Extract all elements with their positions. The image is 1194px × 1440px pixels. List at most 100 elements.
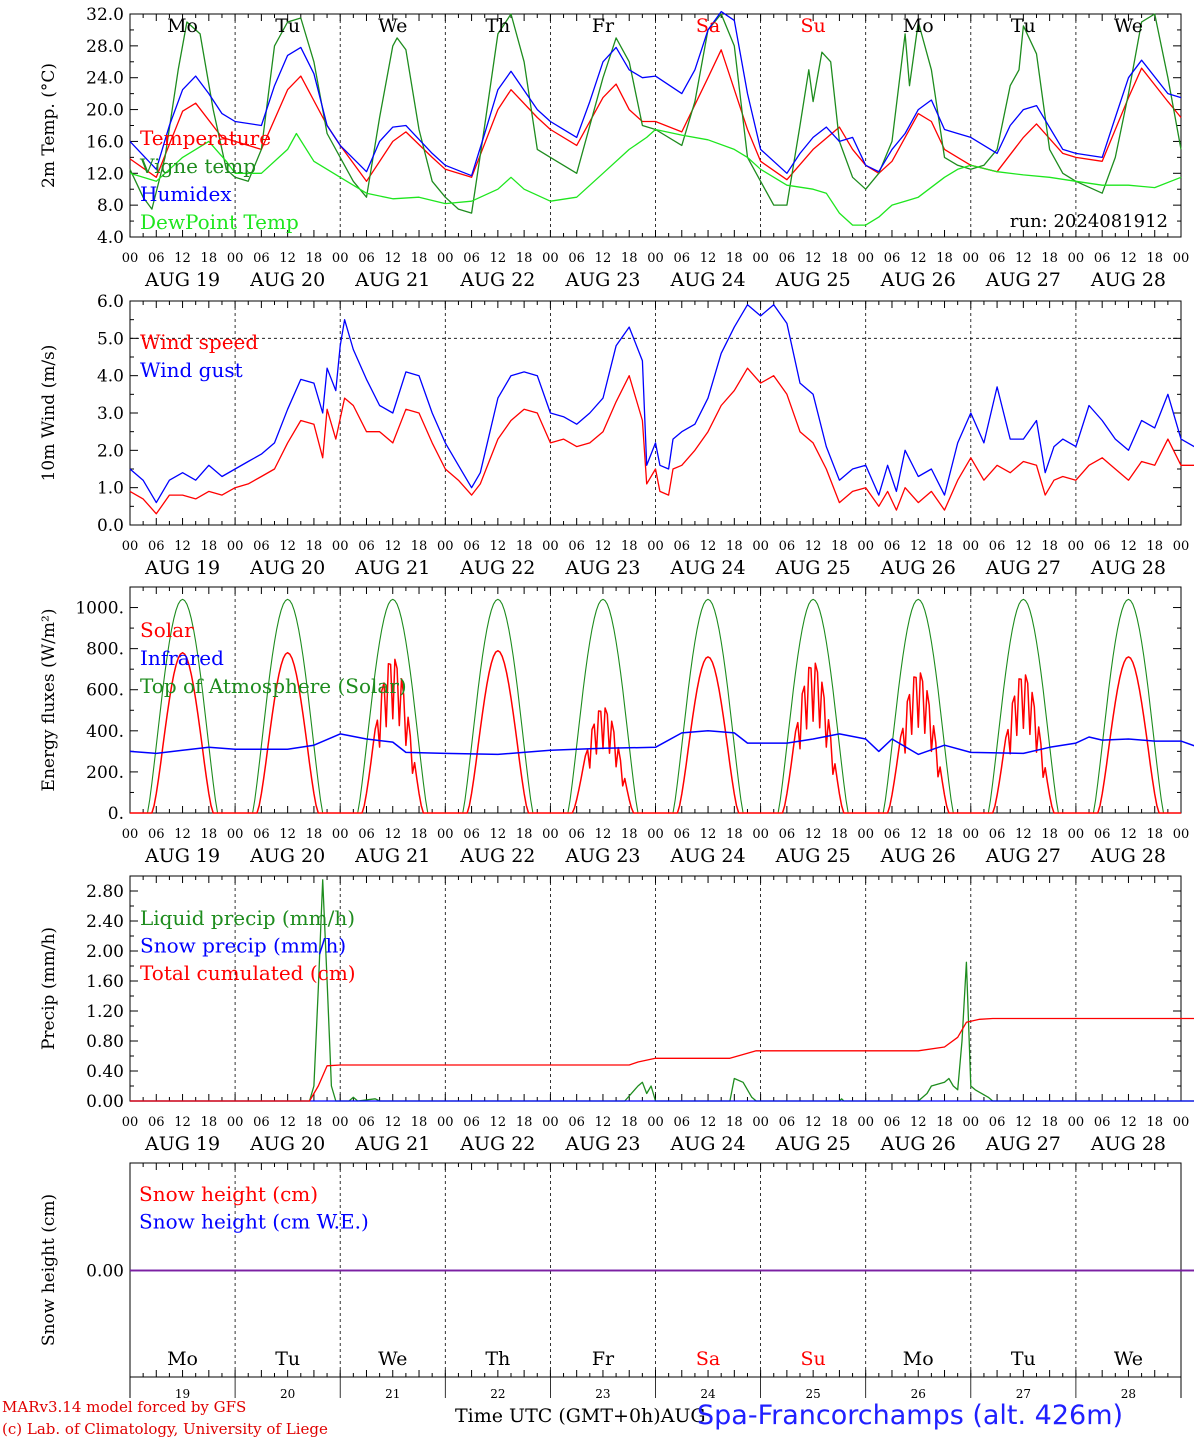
hour-tick-label: 06 xyxy=(779,1115,796,1130)
date-label: AUG 24 xyxy=(669,269,745,291)
legend-entry: Top of Atmosphere (Solar) xyxy=(140,674,407,698)
y-tick-label: 32.0 xyxy=(86,5,124,25)
hour-tick-label: 12 xyxy=(1120,1115,1137,1130)
vigne-temp-line xyxy=(129,13,1182,214)
y-axis-label: 10m Wind (m/s) xyxy=(39,345,59,482)
hour-tick-label: 06 xyxy=(884,1115,901,1130)
hour-tick-label: 12 xyxy=(1015,251,1032,266)
hour-tick-label: 12 xyxy=(700,539,717,554)
hour-tick-label: 00 xyxy=(1068,1115,1085,1130)
date-label: AUG 21 xyxy=(354,845,430,867)
hour-tick-label: 06 xyxy=(253,827,270,842)
hour-tick-label: 18 xyxy=(831,827,848,842)
hour-tick-label: 00 xyxy=(227,251,244,266)
date-label: AUG 20 xyxy=(249,845,325,867)
hour-tick-label: 00 xyxy=(1173,251,1190,266)
y-tick-label: 8.0 xyxy=(97,196,124,216)
dewpoint-temp-line xyxy=(129,128,1182,226)
legend-entry: Snow height (cm) xyxy=(139,1182,318,1206)
day-number: 24 xyxy=(700,1387,716,1401)
weekday-label: Mo xyxy=(903,1348,934,1370)
solar-line xyxy=(1075,656,1181,814)
solar-line xyxy=(865,672,971,814)
date-label: AUG 21 xyxy=(354,557,430,579)
hour-tick-label: 12 xyxy=(700,1115,717,1130)
hour-tick-label: 12 xyxy=(1015,827,1032,842)
date-label: AUG 20 xyxy=(249,1133,325,1155)
hour-tick-label: 12 xyxy=(174,539,191,554)
y-tick-label: 6.0 xyxy=(97,292,124,312)
hour-tick-label: 06 xyxy=(989,827,1006,842)
hour-tick-label: 12 xyxy=(279,1115,296,1130)
date-label: AUG 28 xyxy=(1090,269,1166,291)
hour-tick-label: 18 xyxy=(306,539,323,554)
hour-tick-label: 12 xyxy=(1015,1115,1032,1130)
weekday-label: Mo xyxy=(903,15,934,37)
weekday-label: We xyxy=(378,15,407,37)
hour-tick-label: 00 xyxy=(542,827,559,842)
y-tick-label: 1000. xyxy=(75,599,124,619)
day-number: 22 xyxy=(490,1387,505,1401)
date-label: AUG 20 xyxy=(249,557,325,579)
hour-tick-label: 12 xyxy=(805,827,822,842)
toa-solar-line xyxy=(970,598,1076,814)
panel-frame xyxy=(129,13,1182,238)
date-label: AUG 24 xyxy=(669,557,745,579)
hour-tick-label: 06 xyxy=(1094,827,1111,842)
hour-tick-label: 06 xyxy=(463,827,480,842)
y-tick-label: 0.00 xyxy=(86,1092,124,1112)
hour-tick-label: 06 xyxy=(884,251,901,266)
hour-tick-label: 12 xyxy=(279,251,296,266)
weekday-label: Tu xyxy=(275,15,300,37)
hour-tick-label: 06 xyxy=(253,1115,270,1130)
hour-tick-label: 00 xyxy=(963,827,980,842)
y-tick-label: 400. xyxy=(86,722,124,742)
run-annotation: run: 2024081912 xyxy=(1010,211,1168,232)
hour-tick-label: 00 xyxy=(122,539,139,554)
hour-tick-label: 12 xyxy=(279,539,296,554)
site-title: Spa-Francorchamps (alt. 426m) xyxy=(697,1400,1124,1431)
legend-entry: Wind speed xyxy=(140,330,258,354)
solar-line xyxy=(235,651,341,814)
hour-tick-label: 06 xyxy=(148,1115,165,1130)
solar-line xyxy=(445,649,551,814)
date-label: AUG 23 xyxy=(564,557,640,579)
lab-credit: (c) Lab. of Climatology, University of L… xyxy=(2,1420,328,1438)
hour-tick-label: 06 xyxy=(358,251,375,266)
date-label: AUG 23 xyxy=(564,1133,640,1155)
day-number: 23 xyxy=(595,1387,610,1401)
hour-tick-label: 12 xyxy=(490,251,507,266)
date-label: AUG 25 xyxy=(775,557,851,579)
y-axis-label: 2m Temp. (°C) xyxy=(39,63,59,188)
hour-tick-label: 06 xyxy=(989,251,1006,266)
legend-entry: Snow height (cm W.E.) xyxy=(139,1210,369,1234)
hour-tick-label: 06 xyxy=(148,251,165,266)
hour-tick-label: 12 xyxy=(910,539,927,554)
weekday-label: Tu xyxy=(275,1348,300,1370)
hour-tick-label: 18 xyxy=(1146,1115,1163,1130)
hour-tick-label: 06 xyxy=(463,251,480,266)
hour-tick-label: 12 xyxy=(595,1115,612,1130)
hour-tick-label: 18 xyxy=(621,827,638,842)
y-tick-label: 2.40 xyxy=(86,912,124,932)
hour-tick-label: 00 xyxy=(857,827,874,842)
hour-tick-label: 12 xyxy=(805,251,822,266)
y-tick-label: 0.40 xyxy=(86,1062,124,1082)
hour-tick-label: 00 xyxy=(332,1115,349,1130)
weekday-label: Tu xyxy=(1011,15,1036,37)
hour-tick-label: 18 xyxy=(936,251,953,266)
hour-tick-label: 06 xyxy=(779,827,796,842)
hour-tick-label: 06 xyxy=(779,251,796,266)
y-tick-label: 2.80 xyxy=(86,882,124,902)
weekday-label: Sa xyxy=(696,1348,720,1370)
weekday-label: Mo xyxy=(167,15,198,37)
hour-tick-label: 00 xyxy=(437,1115,454,1130)
hour-tick-label: 06 xyxy=(884,827,901,842)
date-label: AUG 19 xyxy=(144,845,220,867)
liquid-precip-mm-h-line xyxy=(130,879,1194,1102)
hour-tick-label: 12 xyxy=(595,827,612,842)
hour-tick-label: 18 xyxy=(726,1115,743,1130)
y-tick-label: 5.0 xyxy=(97,329,124,349)
date-label: AUG 22 xyxy=(459,1133,535,1155)
